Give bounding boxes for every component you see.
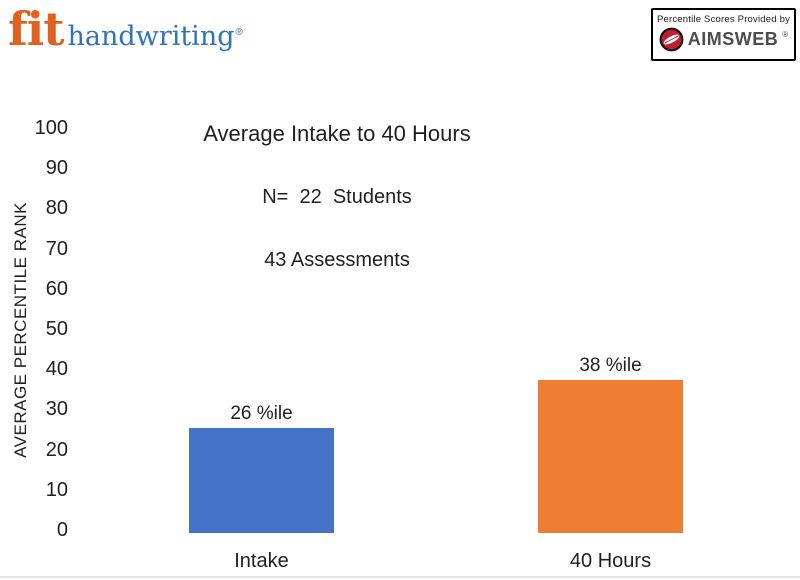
value-label-intake: 26 %ile — [230, 403, 293, 424]
fit-logo-text: fit — [8, 2, 65, 56]
bottom-border-line — [0, 576, 800, 578]
y-tick-label-80: 80 — [45, 197, 68, 220]
y-tick-label-0: 0 — [56, 519, 68, 541]
y-tick-label-30: 30 — [45, 398, 68, 421]
aimsweb-brand-row: AIMSWEB ® — [653, 27, 794, 52]
aimsweb-trademark: ® — [782, 30, 789, 39]
y-tick-label-100: 100 — [34, 117, 68, 139]
registered-mark: ® — [235, 27, 243, 38]
chart-subtitle-line-2: 43 Assessments — [264, 249, 410, 271]
y-tick-label-50: 50 — [45, 318, 68, 340]
chart-subtitle-line-1: N= 22 Students — [262, 186, 412, 208]
y-tick-label-20: 20 — [45, 438, 68, 461]
provider-caption: Percentile Scores Provided by — [656, 14, 791, 25]
value-label-40-hours: 38 %ile — [579, 355, 642, 376]
chart-title-block: Average Intake to 40 Hours N= 22 Student… — [203, 84, 470, 310]
aimsweb-pen-icon — [659, 27, 684, 52]
fit-handwriting-logo: fit handwriting ® — [8, 0, 243, 58]
aimsweb-provider-box: Percentile Scores Provided by AIMSWEB ® — [651, 8, 796, 61]
chart-title: Average Intake to 40 Hours — [203, 121, 471, 146]
aimsweb-brand-text: AIMSWEB — [687, 29, 779, 49]
bar-intake — [189, 428, 334, 533]
y-tick-label-70: 70 — [45, 237, 68, 260]
y-tick-label-40: 40 — [45, 358, 68, 381]
bar-40-hours — [538, 380, 683, 533]
category-label-intake: Intake — [234, 550, 289, 572]
y-tick-label-90: 90 — [45, 157, 68, 180]
y-tick-label-60: 60 — [45, 277, 68, 300]
handwriting-logo-text: handwriting — [67, 21, 235, 52]
y-tick-label-10: 10 — [45, 478, 68, 501]
category-label-40-hours: 40 Hours — [569, 550, 652, 572]
